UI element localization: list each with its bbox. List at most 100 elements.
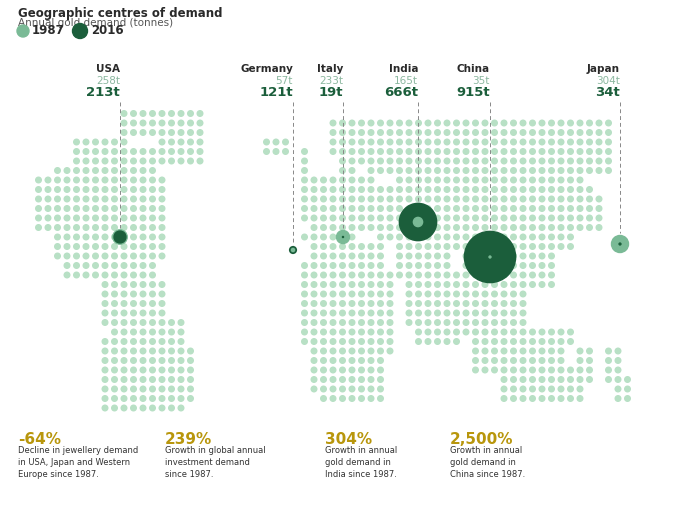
Circle shape: [330, 234, 336, 240]
Circle shape: [368, 301, 374, 306]
Circle shape: [587, 129, 592, 135]
Circle shape: [539, 206, 545, 211]
Circle shape: [377, 396, 384, 401]
Circle shape: [425, 168, 431, 173]
Circle shape: [396, 177, 403, 183]
Circle shape: [406, 301, 412, 306]
Circle shape: [444, 253, 449, 259]
Circle shape: [150, 224, 155, 230]
Circle shape: [131, 129, 136, 135]
Circle shape: [102, 291, 108, 297]
Circle shape: [83, 234, 89, 240]
Circle shape: [150, 206, 155, 211]
Circle shape: [92, 158, 99, 164]
Circle shape: [112, 224, 118, 230]
Circle shape: [406, 168, 412, 173]
Circle shape: [377, 272, 384, 278]
Circle shape: [121, 301, 126, 306]
Circle shape: [330, 206, 336, 211]
Circle shape: [112, 329, 118, 335]
Circle shape: [340, 358, 345, 363]
Circle shape: [520, 329, 526, 335]
Circle shape: [501, 301, 507, 306]
Circle shape: [140, 310, 146, 316]
Circle shape: [568, 120, 573, 126]
Circle shape: [577, 215, 583, 221]
Circle shape: [482, 367, 488, 373]
Circle shape: [473, 272, 478, 278]
Circle shape: [435, 244, 441, 250]
Circle shape: [473, 196, 478, 202]
Circle shape: [83, 177, 89, 183]
Circle shape: [415, 339, 422, 345]
Circle shape: [530, 149, 535, 155]
Circle shape: [596, 215, 602, 221]
Circle shape: [473, 301, 478, 306]
Circle shape: [530, 272, 535, 278]
Circle shape: [396, 187, 403, 192]
Circle shape: [587, 367, 592, 373]
Circle shape: [511, 329, 516, 335]
Circle shape: [112, 139, 118, 145]
Circle shape: [530, 396, 535, 401]
Circle shape: [492, 272, 497, 278]
Circle shape: [121, 206, 126, 211]
Circle shape: [539, 263, 545, 268]
Circle shape: [359, 177, 364, 183]
Circle shape: [121, 367, 126, 373]
Circle shape: [359, 367, 364, 373]
Circle shape: [150, 272, 155, 278]
Circle shape: [473, 310, 478, 316]
Circle shape: [539, 367, 545, 373]
Circle shape: [549, 149, 554, 155]
Circle shape: [377, 158, 384, 164]
Circle shape: [492, 253, 497, 259]
Circle shape: [454, 339, 459, 345]
Circle shape: [520, 139, 526, 145]
Circle shape: [64, 224, 70, 230]
Circle shape: [568, 329, 573, 335]
Circle shape: [558, 168, 564, 173]
Circle shape: [615, 348, 621, 354]
Text: Italy: Italy: [317, 64, 343, 74]
Circle shape: [92, 215, 99, 221]
Circle shape: [359, 339, 364, 345]
Circle shape: [473, 158, 478, 164]
Circle shape: [587, 348, 592, 354]
Circle shape: [54, 253, 61, 259]
Circle shape: [330, 263, 336, 268]
Circle shape: [377, 358, 384, 363]
Circle shape: [511, 263, 516, 268]
Circle shape: [396, 263, 403, 268]
Circle shape: [64, 244, 70, 250]
Circle shape: [520, 319, 526, 325]
Circle shape: [140, 120, 146, 126]
Circle shape: [435, 253, 441, 259]
Circle shape: [178, 367, 184, 373]
Circle shape: [425, 234, 431, 240]
Circle shape: [501, 329, 507, 335]
Circle shape: [396, 158, 403, 164]
Circle shape: [530, 224, 535, 230]
Circle shape: [150, 111, 155, 116]
Circle shape: [112, 168, 118, 173]
Circle shape: [112, 358, 118, 363]
Circle shape: [121, 215, 126, 221]
Circle shape: [489, 256, 491, 258]
Circle shape: [435, 339, 441, 345]
Circle shape: [463, 291, 469, 297]
Circle shape: [321, 272, 326, 278]
Circle shape: [340, 129, 345, 135]
Circle shape: [359, 158, 364, 164]
Circle shape: [454, 310, 459, 316]
Text: 165t: 165t: [394, 76, 418, 86]
Circle shape: [558, 120, 564, 126]
Circle shape: [406, 215, 412, 221]
Circle shape: [302, 215, 307, 221]
Circle shape: [530, 386, 535, 392]
Circle shape: [292, 248, 294, 252]
Circle shape: [425, 177, 431, 183]
Circle shape: [169, 149, 174, 155]
Circle shape: [368, 158, 374, 164]
Circle shape: [83, 149, 89, 155]
